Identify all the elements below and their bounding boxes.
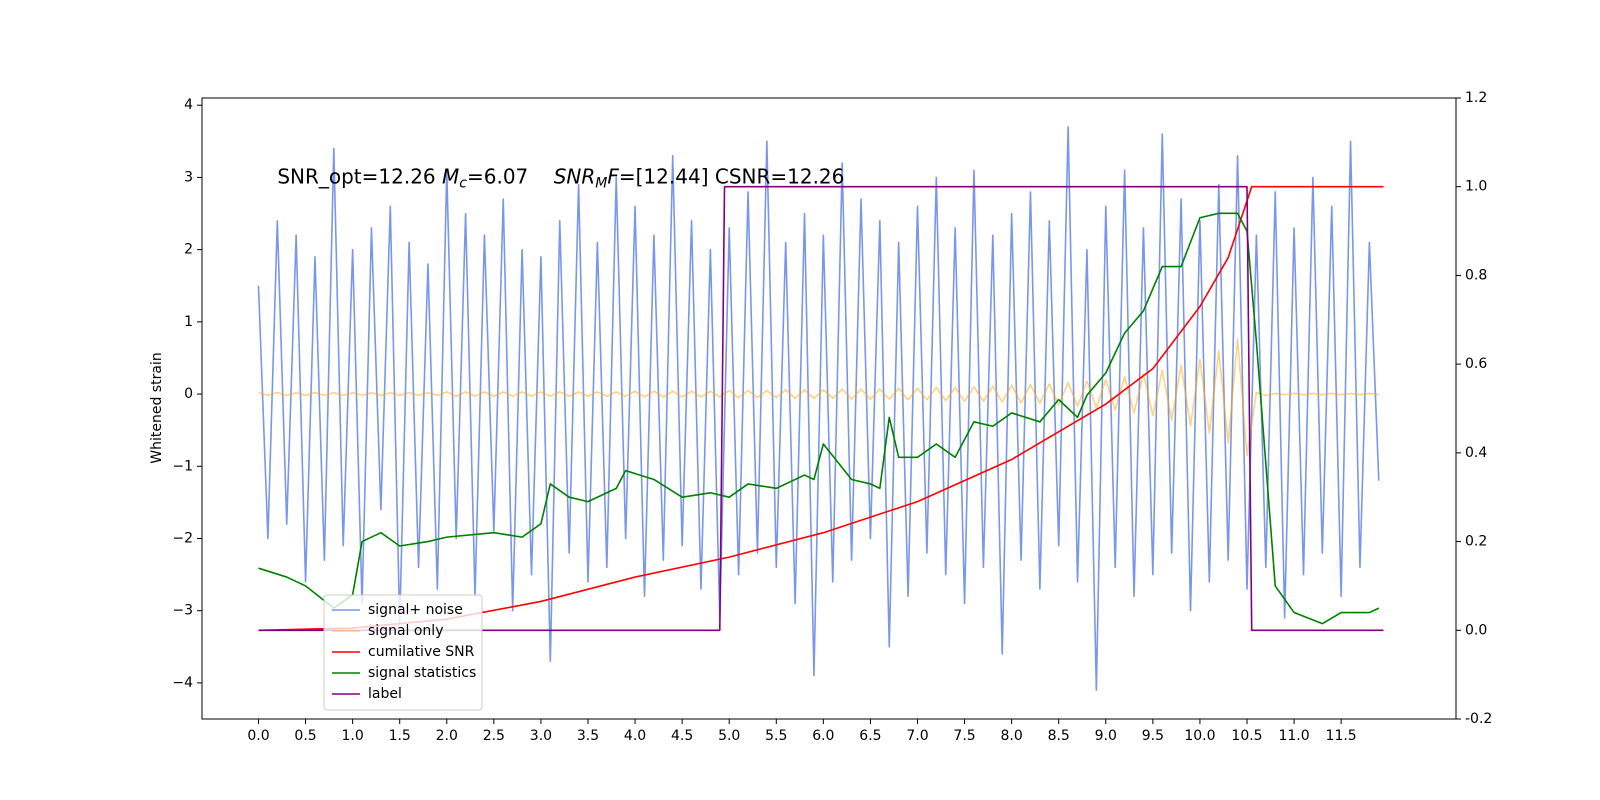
- series-line: [258, 185, 1384, 632]
- series-line: [258, 338, 1379, 457]
- x-tick-label: 7.5: [953, 728, 975, 744]
- y2-tick-label: 0.6: [1465, 356, 1487, 372]
- x-tick-label: 7.0: [906, 728, 928, 744]
- x-tick-label: 8.0: [1001, 728, 1023, 744]
- x-tick-label: 10.5: [1231, 728, 1262, 744]
- x-tick-label: 4.0: [624, 728, 646, 744]
- legend-box: [323, 594, 483, 711]
- y-tick-label: −3: [172, 603, 193, 619]
- legend-label: signal+ noise: [368, 602, 463, 618]
- x-tick-label: 9.0: [1095, 728, 1117, 744]
- y-tick-label: 4: [184, 97, 193, 113]
- annotation-part: =6.07: [467, 164, 554, 188]
- legend-label: signal statistics: [368, 665, 476, 681]
- annotation-part: SNR_opt=12.26: [277, 164, 442, 188]
- y-axis-label: Whitened strain: [149, 352, 165, 463]
- x-tick-label: 11.0: [1278, 728, 1309, 744]
- legend: signal+ noise signal only cumilative SNR si…: [323, 594, 483, 711]
- x-tick-label: 4.5: [671, 728, 693, 744]
- series-line: [257, 126, 1380, 691]
- annotation-part: SNR: [554, 164, 596, 188]
- legend-label: cumilative SNR: [368, 644, 475, 660]
- x-tick-label: 2.0: [436, 728, 458, 744]
- y-tick-label: −1: [172, 458, 193, 474]
- y-tick-label: −2: [172, 530, 193, 546]
- axes-frame: [201, 97, 1457, 720]
- annotation-part: M: [442, 164, 459, 188]
- legend-label: label: [368, 686, 402, 702]
- y2-tick-label: 0.4: [1465, 445, 1487, 461]
- x-tick-label: 6.0: [812, 728, 834, 744]
- x-tick-label: 11.5: [1326, 728, 1357, 744]
- x-tick-label: 8.5: [1048, 728, 1070, 744]
- x-tick-label: 3.5: [577, 728, 599, 744]
- y-tick-label: 0: [184, 386, 193, 402]
- x-tick-label: 1.5: [389, 728, 411, 744]
- annotation-part: F: [607, 164, 619, 188]
- x-tick-label: 5.0: [718, 728, 740, 744]
- x-tick-label: 6.5: [859, 728, 881, 744]
- y2-tick-label: 0.8: [1465, 267, 1487, 283]
- annotation-part: c: [459, 175, 467, 191]
- y2-tick-label: 1.0: [1465, 179, 1487, 195]
- y-tick-label: 2: [184, 242, 193, 258]
- x-tick-label: 0.0: [247, 728, 269, 744]
- y2-tick-label: 0.0: [1465, 622, 1487, 638]
- x-tick-label: 5.5: [765, 728, 787, 744]
- x-tick-label: 1.0: [341, 728, 363, 744]
- y-tick-label: 3: [184, 169, 193, 185]
- series-line: [258, 212, 1380, 625]
- y2-tick-label: 0.2: [1465, 534, 1487, 550]
- y2-tick-label: -0.2: [1465, 711, 1492, 727]
- y-tick-label: −4: [172, 675, 193, 691]
- x-tick-label: 3.0: [530, 728, 552, 744]
- x-tick-label: 0.5: [294, 728, 316, 744]
- x-tick-label: 9.5: [1142, 728, 1164, 744]
- x-tick-label: 10.0: [1184, 728, 1215, 744]
- annotation: SNR_opt=12.26 Mc=6.07 SNRMF=[12.44] CSNR…: [277, 164, 844, 192]
- x-tick-label: 2.5: [483, 728, 505, 744]
- y2-tick-label: 1.2: [1465, 90, 1487, 106]
- legend-label: signal only: [368, 623, 443, 639]
- annotation-part: M: [595, 175, 607, 191]
- y-tick-label: 1: [184, 314, 193, 330]
- annotation-part: =[12.44] CSNR=12.26: [619, 164, 845, 188]
